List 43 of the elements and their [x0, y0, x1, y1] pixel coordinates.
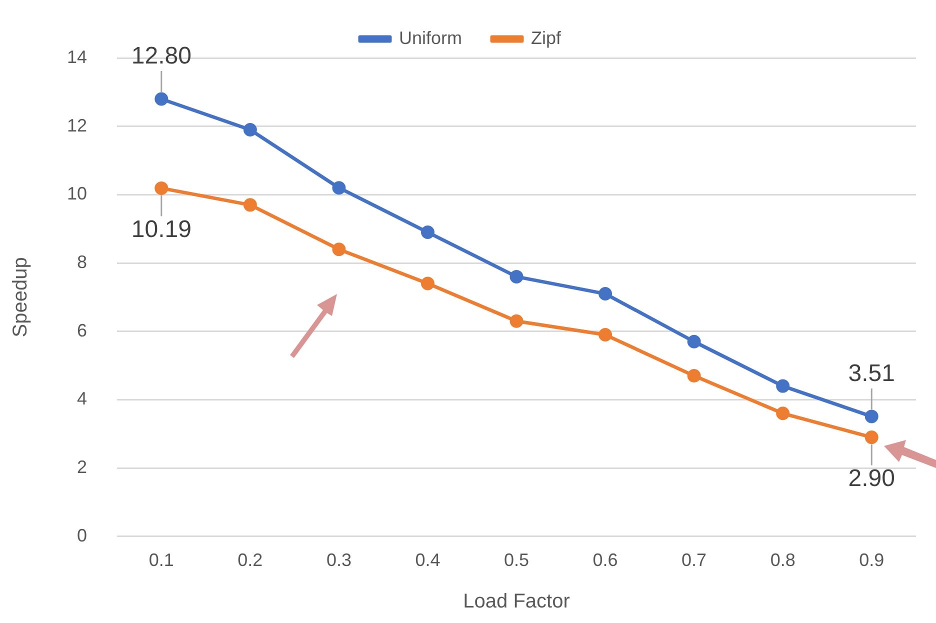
y-tick-label: 10: [66, 184, 88, 204]
point: [420, 226, 434, 240]
data-label: 12.80: [131, 42, 192, 70]
y-tick-label: 12: [66, 115, 88, 136]
point: [776, 406, 790, 420]
x-tick-label: 0.4: [415, 550, 440, 570]
x-tick-label: 0.9: [859, 550, 884, 570]
point: [154, 92, 168, 106]
point: [154, 181, 168, 195]
x-axis-title: Load Factor: [463, 590, 570, 613]
x-tick-label: 0.5: [504, 550, 530, 570]
point: [687, 334, 701, 348]
point: [332, 181, 346, 195]
x-tick-label: 0.1: [148, 550, 174, 570]
x-tick-label: 0.2: [238, 550, 263, 570]
x-tick-label: 0.7: [682, 550, 707, 570]
y-tick-label: 14: [66, 46, 88, 67]
data-label: 3.51: [848, 360, 895, 388]
point: [332, 242, 346, 256]
legend-label: Zipf: [531, 28, 562, 48]
point: [776, 379, 790, 393]
y-tick-label: 6: [77, 320, 88, 340]
y-tick-label: 0: [77, 525, 88, 546]
point: [864, 410, 878, 424]
data-label: 10.19: [131, 216, 192, 243]
y-axis-title: Speedup: [10, 257, 32, 338]
point: [598, 287, 612, 301]
data-label: 2.90: [848, 464, 895, 492]
point: [510, 270, 524, 284]
point: [510, 314, 524, 328]
y-tick-label: 4: [77, 388, 88, 409]
point: [598, 328, 612, 342]
point: [864, 430, 878, 444]
x-tick-label: 0.6: [592, 550, 618, 570]
point: [687, 369, 701, 383]
point: [243, 123, 257, 137]
x-tick-label: 0.8: [770, 550, 796, 570]
y-tick-label: 8: [77, 252, 88, 272]
legend-label: Uniform: [398, 28, 462, 48]
point: [243, 198, 257, 212]
y-tick-label: 2: [77, 457, 88, 478]
point: [420, 276, 434, 290]
x-tick-label: 0.3: [326, 550, 352, 570]
